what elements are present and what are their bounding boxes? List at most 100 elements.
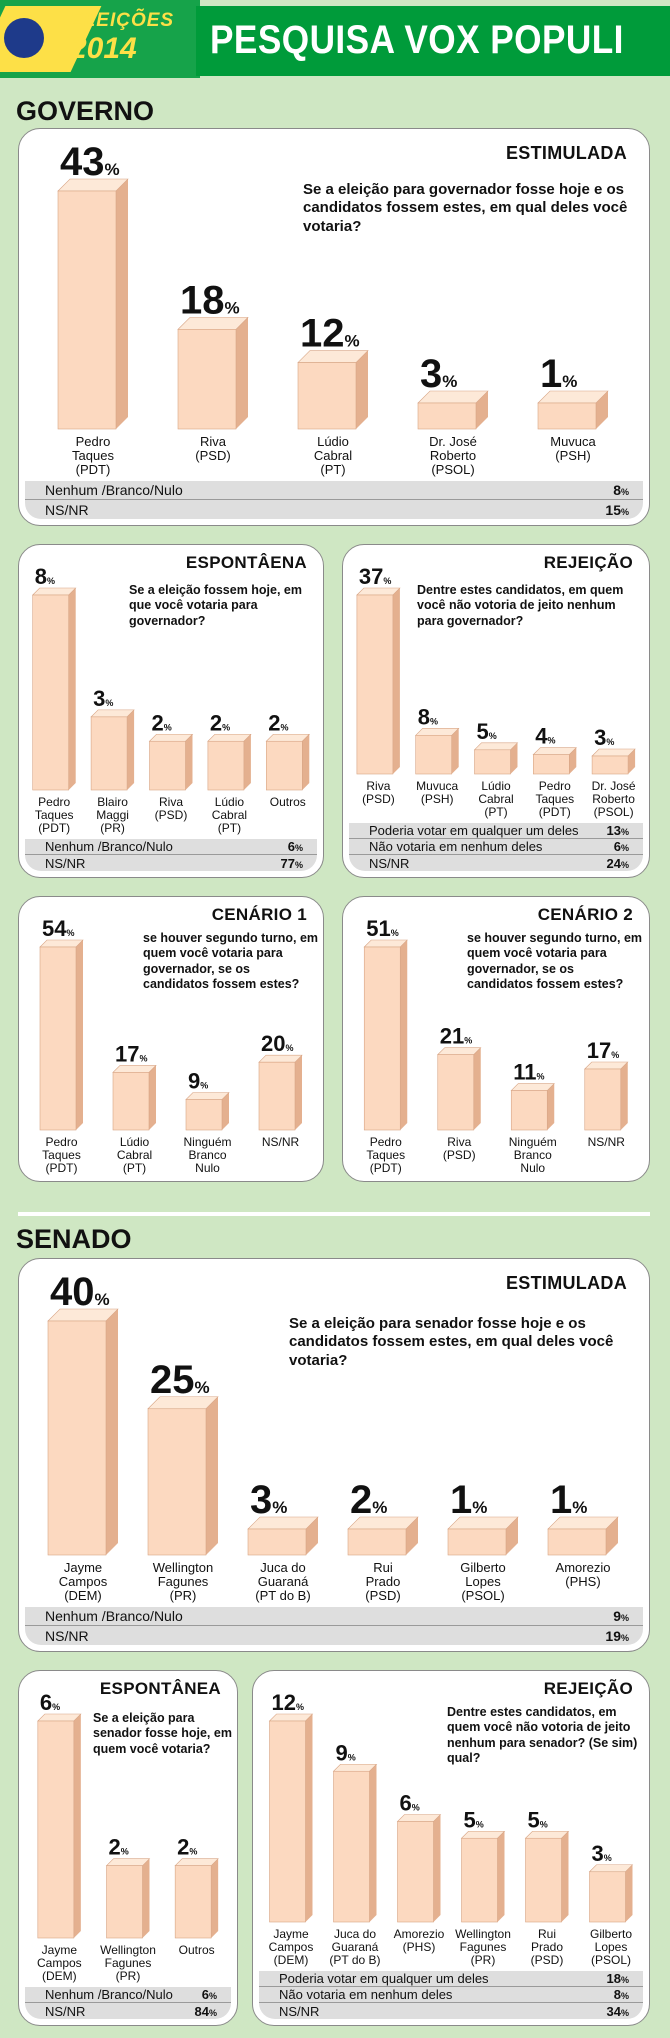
bar (32, 594, 69, 791)
category-label: Ninguém Branco Nulo (509, 1135, 557, 1175)
summary-value: 6% (613, 839, 629, 854)
data-label: 2% (268, 710, 288, 735)
bar-side (302, 734, 310, 790)
summary-value: 77% (280, 855, 303, 871)
bar-group: 2% Wellington Fagunes (PR) (100, 1835, 156, 1983)
bar-side (127, 709, 135, 790)
bar (584, 1068, 622, 1131)
bar-group: 9% Ninguém Branco Nulo (183, 1069, 231, 1176)
data-label: 9% (336, 1740, 356, 1765)
bar-group: 3% Gilberto Lopes (PSOL) (588, 1841, 634, 1967)
data-label: 8% (418, 704, 438, 729)
data-label: 5% (528, 1807, 548, 1832)
summary-row: NS/NR 24% (349, 855, 643, 871)
edition-label: ELEIÇÕES (70, 10, 175, 31)
bar-side (306, 1517, 318, 1555)
category-label: Pedro Taques (PDT) (535, 779, 574, 819)
bar (461, 1837, 498, 1923)
bar-top (473, 742, 519, 751)
bar-side (620, 1062, 628, 1130)
bar-group: 12% Jayme Campos (DEM) (269, 1690, 314, 1967)
data-label: 6% (400, 1791, 420, 1816)
category-label: Lúdio Cabral (PT) (212, 795, 247, 835)
data-label: 1% (450, 1478, 487, 1522)
bar-top (207, 733, 252, 742)
chart-question: se houver segundo turno, em quem você vo… (143, 931, 319, 991)
bar (510, 1090, 548, 1131)
chart-title: CENÁRIO 2 (537, 905, 633, 924)
bar (47, 1320, 107, 1556)
summary-row: NS/NR 19% (25, 1626, 643, 1645)
category-label: Lúdio Cabral (PT) (314, 434, 352, 477)
data-label: 5% (477, 719, 497, 744)
bar-group: 5% Lúdio Cabral (PT) (473, 719, 519, 819)
data-label: 2% (109, 1835, 129, 1860)
section-title-senado: SENADO (16, 1224, 132, 1254)
bar-side (116, 179, 128, 429)
chart-plot: 37% Riva (PSD) 8% Muvuca (PSH) 5% Lúdio Cabral (P… (356, 564, 636, 819)
bar-side (506, 1517, 518, 1555)
summary-box: Nenhum /Branco/Nulo 9% NS/NR 19% (25, 1607, 643, 1645)
chart-title: ESTIMULADA (506, 143, 627, 163)
bar-group: 6% Jayme Campos (DEM) (37, 1690, 82, 1983)
bar-group: 5% Rui Prado (PSD) (524, 1807, 570, 1967)
bar-top (591, 748, 636, 757)
chart-question: Se a eleição para senador fosse hoje e o… (289, 1315, 614, 1369)
bar-side (596, 391, 608, 429)
summary-row: Não votaria em nenhum deles 6% (349, 839, 643, 855)
summary-value: 19% (605, 1627, 629, 1644)
data-label: 1% (540, 352, 577, 396)
chart-question: Se a eleição fossem hoje, em que você vo… (129, 583, 302, 628)
summary-row: NS/NR 84% (25, 2003, 231, 2019)
bar-group: 4% Pedro Taques (PDT) (532, 724, 578, 819)
bar-side (392, 588, 400, 774)
chart-question: Se a eleição para senador fosse hoje, em… (93, 1711, 232, 1756)
category-label: Rui Prado (PSD) (365, 1560, 400, 1603)
bar-side (628, 749, 636, 774)
bar-group: 9% Juca do Guaraná (PT do B) (329, 1740, 380, 1967)
bar-side (149, 1065, 156, 1130)
data-label: 2% (177, 1835, 197, 1860)
category-label: Gilberto Lopes (PSOL) (460, 1560, 506, 1603)
bar-top (112, 1065, 157, 1073)
category-label: Muvuca (PSH) (550, 434, 596, 463)
panel-sen-rejeicao: REJEIÇÃO Dentre estes candidatos, em quem… (252, 1670, 650, 2026)
category-label: Dr. José Roberto (PSOL) (592, 779, 636, 819)
category-label: Riva (PSD) (195, 434, 230, 463)
bar-group: 6% Amorezio (PHS) (394, 1791, 445, 1955)
data-label: 54% (42, 916, 75, 941)
bar-side (625, 1864, 633, 1922)
category-label: NS/NR (262, 1135, 300, 1149)
bar-group: 2% Riva (PSD) (148, 710, 194, 822)
data-label: 3% (594, 725, 614, 750)
panel-gov-cenario1: CENÁRIO 1 se houver segundo turno, em que… (18, 896, 324, 1182)
category-label: Pedro Taques (PDT) (366, 1135, 405, 1175)
summary-row: Poderia votar em qualquer um deles 13% (349, 823, 643, 839)
bar-top (258, 1054, 303, 1063)
category-label: Wellington Fagunes (PR) (153, 1560, 213, 1603)
data-label: 17% (115, 1041, 148, 1066)
panel-sen-espontanea: ESPONTÂNEA Se a eleição para senador foss… (18, 1670, 238, 2026)
bar-top (532, 747, 578, 755)
bar-side (68, 588, 76, 790)
category-label: Jayme Campos (DEM) (37, 1943, 82, 1983)
chart-title: ESPONTÂNEA (99, 1679, 221, 1698)
bar (447, 1528, 507, 1556)
summary-row: Nenhum /Branco/Nulo 6% (25, 1987, 231, 2003)
bar-side (295, 1055, 302, 1130)
summary-row: Poderia votar em qualquer um deles 18% (259, 1971, 643, 1987)
bar-group: 1% Gilberto Lopes (PSOL) (447, 1478, 519, 1603)
summary-box: Nenhum /Branco/Nulo 6% NS/NR 77% (25, 839, 317, 871)
category-label: Riva (PSD) (362, 779, 395, 806)
data-label: 3% (93, 686, 113, 711)
panel-gov-rejeicao: REJEIÇÃO Dentre estes candidatos, em quem… (342, 544, 650, 878)
bar-top (396, 1814, 442, 1822)
summary-label: Poderia votar em qualquer um deles (279, 1971, 489, 1986)
bar-group: 3% Dr. José Roberto (PSOL) (591, 725, 636, 819)
bar-top (268, 1713, 314, 1722)
category-label: Outros (270, 795, 306, 809)
bar-top (437, 1047, 482, 1055)
chart-title: REJEIÇÃO (543, 553, 633, 572)
bar-group: 43% Pedro Taques (PDT) (57, 140, 129, 477)
bar (247, 1528, 307, 1556)
